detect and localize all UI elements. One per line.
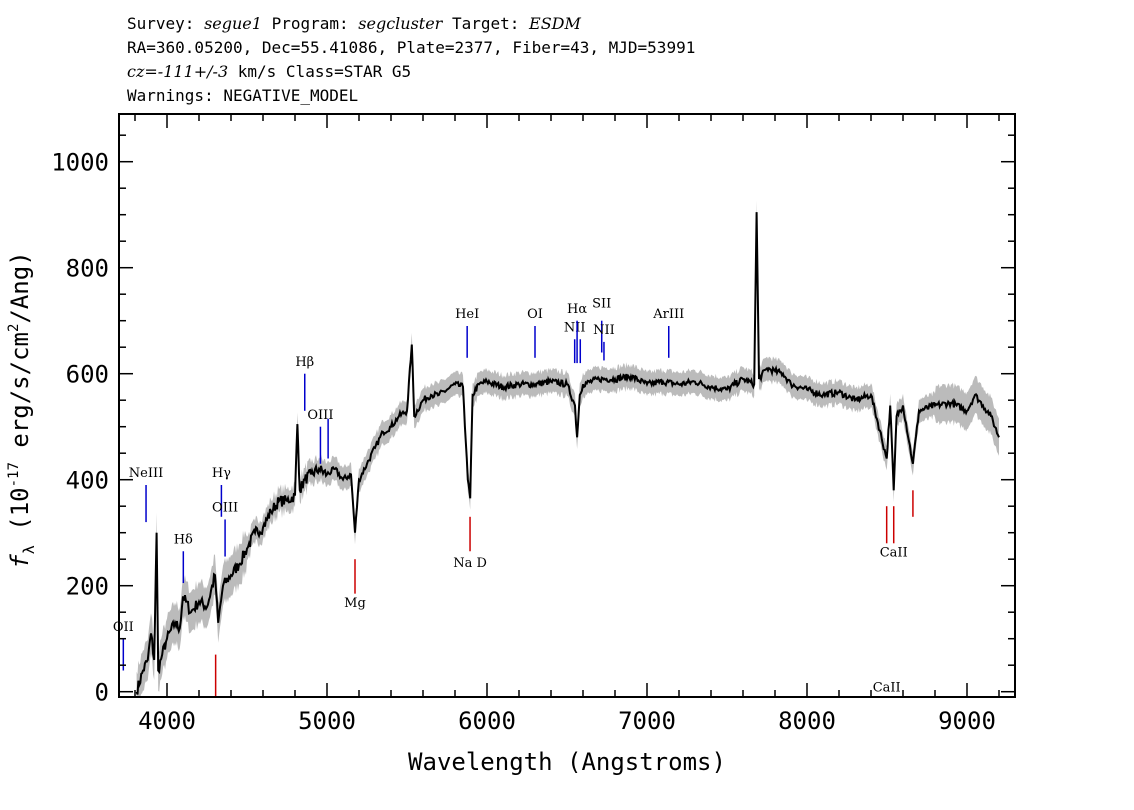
y-tick-label: 200 (66, 573, 109, 601)
line-marker-label: OII (113, 620, 134, 635)
line-marker-label: NeIII (129, 466, 163, 481)
header-line-1: Survey: segue1 Program: segcluster Targe… (127, 14, 581, 34)
error-band-area (136, 200, 1000, 697)
flux-line (135, 212, 1000, 695)
line-marker-label: Hα (567, 302, 587, 317)
target-value: ESDM (529, 14, 581, 33)
y-axis-title: fλ (10-17 erg/s/cm2/Ang) (6, 251, 38, 568)
error-band (136, 200, 1000, 697)
redshift-value: cz=-111+/-3 (127, 62, 229, 81)
line-marker-label: SII (592, 296, 611, 311)
header-line-2: RA=360.05200, Dec=55.41086, Plate=2377, … (127, 38, 696, 57)
plot-frame (118, 113, 1016, 698)
line-markers: OII NeIII Hδ Hγ OIII Hβ OIII HeI OI NII Hα SII NII Ar… (113, 296, 914, 697)
x-tick-label: 8000 (778, 707, 836, 735)
x-tick-label: 7000 (618, 707, 676, 735)
line-marker-label: Na D (453, 556, 487, 571)
header-line-4: Warnings: NEGATIVE_MODEL (127, 86, 359, 105)
line-marker-label: OIII (212, 501, 238, 516)
survey-value: segue1 (204, 14, 262, 33)
program-label: Program: (261, 14, 359, 33)
x-tick-label: 5000 (298, 707, 356, 735)
line-marker-label: OIII (307, 408, 333, 423)
line-marker-label: CaII (873, 681, 901, 696)
axes: 4000 5000 6000 7000 8000 9000 0 200 400 600 800 100… (51, 113, 1016, 735)
target-label: Target: (442, 14, 530, 33)
line-marker-label: OI (527, 307, 543, 322)
y-tick-label: 0 (95, 679, 109, 707)
survey-label: Survey: (127, 14, 205, 33)
flux-series-layer (135, 212, 1000, 695)
y-tick-label: 800 (66, 255, 109, 283)
class-value: km/s Class=STAR G5 (228, 62, 412, 81)
line-marker-label: NII (593, 323, 615, 338)
y-tick-label: 600 (66, 361, 109, 389)
x-tick-label: 6000 (458, 707, 516, 735)
line-marker-label: ArIII (652, 307, 684, 322)
y-tick-label: 1000 (51, 149, 109, 177)
x-tick-label: 4000 (138, 707, 196, 735)
header-line-3: cz=-111+/-3 km/s Class=STAR G5 (127, 62, 411, 82)
line-marker-label: Hγ (212, 466, 231, 481)
x-axis-title: Wavelength (Angstroms) (408, 748, 726, 776)
program-value: segcluster (358, 14, 443, 33)
line-marker-label: Hβ (295, 355, 314, 370)
line-marker-label: NII (564, 320, 586, 335)
y-tick-label: 400 (66, 467, 109, 495)
line-marker-label: HeI (455, 307, 479, 322)
line-marker-label: Mg (344, 596, 366, 611)
x-tick-label: 9000 (938, 707, 996, 735)
line-marker-label: CaII (880, 546, 908, 561)
line-marker-label: Hδ (174, 532, 193, 547)
